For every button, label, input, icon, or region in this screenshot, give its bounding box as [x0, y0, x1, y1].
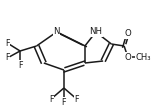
Text: N: N	[53, 27, 60, 37]
Text: NH: NH	[89, 27, 102, 37]
Text: F: F	[5, 54, 10, 62]
Text: F: F	[18, 60, 22, 70]
Text: F: F	[74, 95, 79, 104]
Text: O: O	[124, 53, 131, 61]
Text: CH₃: CH₃	[135, 53, 151, 61]
Text: F: F	[5, 38, 10, 48]
Text: O: O	[124, 30, 131, 38]
Text: F: F	[62, 97, 66, 106]
Text: F: F	[49, 95, 53, 104]
